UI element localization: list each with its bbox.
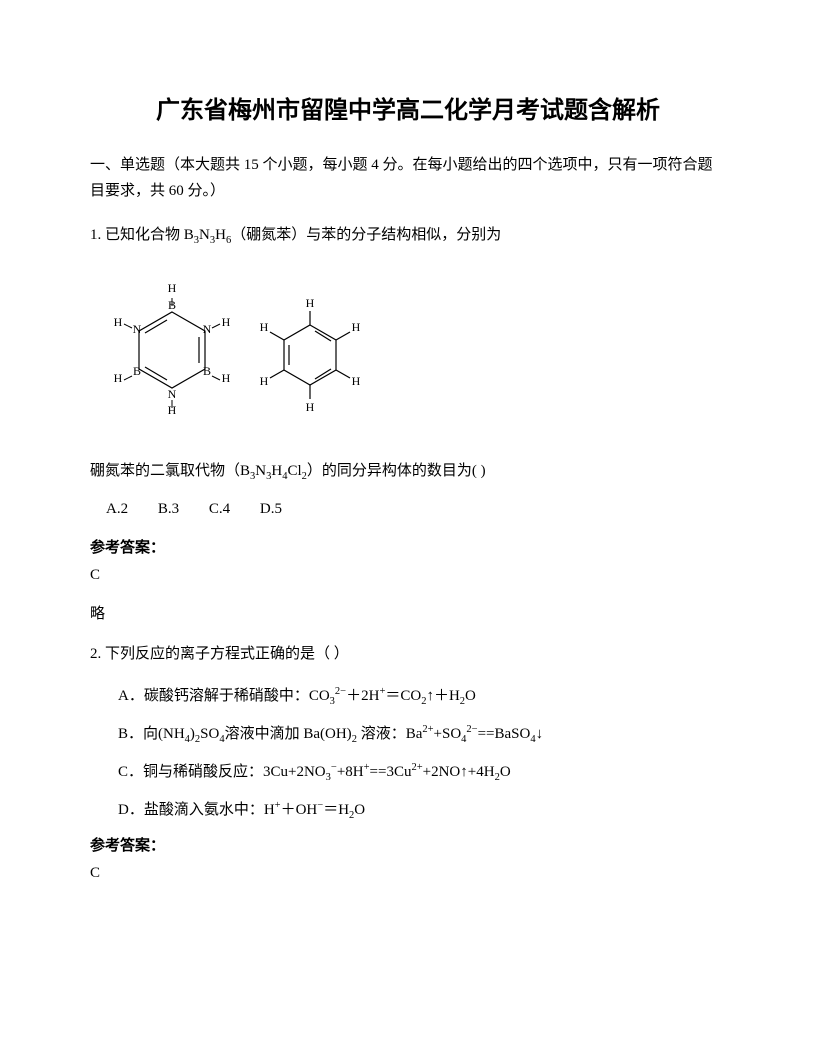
q1-answer: C [90,567,726,584]
txt: O [465,688,476,704]
txt: D．盐酸滴入氨水中：H [118,802,275,818]
q2-option-d: D．盐酸滴入氨水中：H+＋OH−＝H2O [118,796,726,826]
q1-option-d: D.5 [260,501,282,517]
txt: ＝H [323,802,349,818]
svg-text:H: H [114,315,123,329]
txt: O [500,764,511,780]
sub: 3 [330,696,335,707]
q1-stem2: 硼氮苯的二氯取代物（B3N3H4Cl2）的同分异构体的数目为( ) [90,458,726,487]
txt: N [255,463,266,479]
svg-text:H: H [352,320,361,334]
q1-brief: 略 [90,602,726,623]
svg-text:H: H [352,374,361,388]
txt: +8H [337,764,364,780]
q2-option-a: A．碳酸钙溶解于稀硝酸中：CO32−＋2H+＝CO2↑＋H2O [118,682,726,712]
svg-text:H: H [114,371,123,385]
txt: C．铜与稀硝酸反应：3Cu+2NO [118,764,326,780]
svg-text:H: H [260,374,269,388]
txt: ＝CO [385,688,421,704]
txt: 溶液中滴加 Ba(OH) [225,726,352,742]
svg-text:H: H [222,371,231,385]
txt: O [354,802,365,818]
q2-answer: C [90,865,726,882]
txt: H [271,463,282,479]
txt: Cl [287,463,301,479]
sub: 3 [326,772,331,783]
txt: SO [200,726,219,742]
txt: ＋OH [281,802,318,818]
q1-answer-label: 参考答案： [90,536,726,557]
q1-structure-diagrams: BH NH BH NH BH NH [100,265,726,440]
svg-text:H: H [306,296,315,310]
page-title: 广东省梅州市留隍中学高二化学月考试题含解析 [90,90,726,125]
svg-text:H: H [260,320,269,334]
sup: 2+ [422,724,433,735]
txt: +2NO↑+4H [423,764,495,780]
sub: 4 [461,734,466,745]
svg-text:N: N [168,387,177,401]
borazine-and-benzene-diagram: BH NH BH NH BH NH [100,265,400,435]
q2-stem: 2. 下列反应的离子方程式正确的是（ ） [90,641,726,668]
txt: （硼氮苯）与苯的分子结构相似，分别为 [231,227,501,243]
sub: 4 [185,734,190,745]
q2-option-b: B．向(NH4)2SO4溶液中滴加 Ba(OH)2 溶液：Ba2++SO42−=… [118,720,726,750]
q1-options: A.2 B.3 C.4 D.5 [106,501,726,518]
txt: H [215,227,226,243]
q1-option-b: B.3 [158,501,179,517]
svg-text:H: H [168,281,177,295]
txt: A．碳酸钙溶解于稀硝酸中：CO [118,688,330,704]
svg-text:B: B [203,364,211,378]
txt: B．向(NH [118,726,185,742]
txt: ↑＋H [426,688,459,704]
q1-stem-text: 1. 已知化合物 B [90,227,194,243]
txt: +SO [434,726,462,742]
svg-text:H: H [306,400,315,414]
txt: ）的同分异构体的数目为( ) [307,463,486,479]
svg-text:N: N [133,322,142,336]
txt: ==3Cu [370,764,412,780]
txt: 硼氮苯的二氯取代物（B [90,463,250,479]
q1-option-a: A.2 [106,501,128,517]
q1-option-c: C.4 [209,501,230,517]
svg-text:H: H [222,315,231,329]
txt: N [199,227,210,243]
svg-text:N: N [203,322,212,336]
section-header: 一、单选题（本大题共 15 个小题，每小题 4 分。在每小题给出的四个选项中，只… [90,153,726,204]
txt: ==BaSO [478,726,531,742]
q2-answer-label: 参考答案： [90,834,726,855]
q2-option-c: C．铜与稀硝酸反应：3Cu+2NO3−+8H+==3Cu2++2NO↑+4H2O [118,758,726,788]
sup: 2− [466,724,477,735]
sup: 2+ [411,762,422,773]
txt: ＋2H [346,688,379,704]
txt: 溶液：Ba [357,726,422,742]
sup: 2− [335,686,346,697]
txt: ↓ [536,726,544,742]
svg-text:B: B [133,364,141,378]
q1-stem: 1. 已知化合物 B3N3H6（硼氮苯）与苯的分子结构相似，分别为 [90,222,726,251]
